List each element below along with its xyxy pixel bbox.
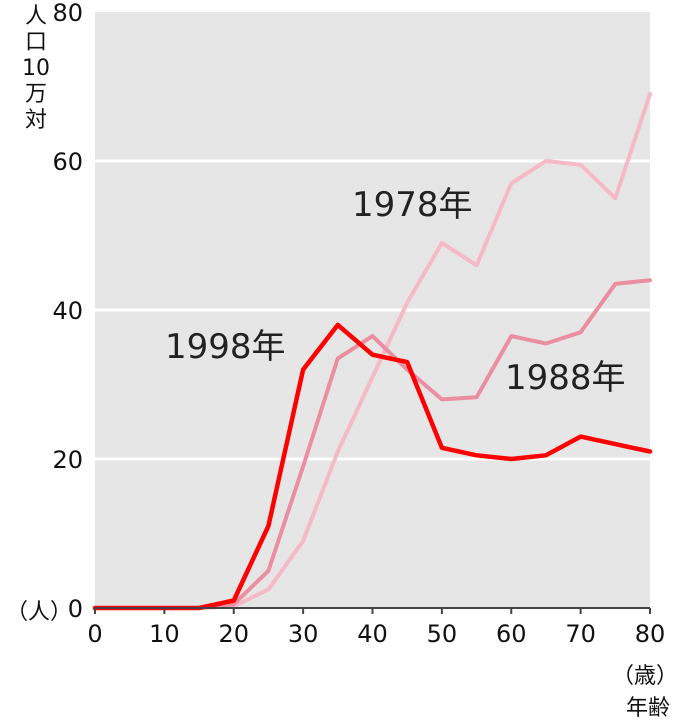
x-tick-label: 70 <box>565 620 596 648</box>
x-tick-label: 20 <box>218 620 249 648</box>
y-tick-label: 40 <box>52 297 83 325</box>
y-tick-label: 60 <box>52 148 83 176</box>
x-tick-label: 60 <box>496 620 527 648</box>
y-axis-label-line: 10 <box>22 56 50 81</box>
x-axis-unit: （歳） <box>612 664 679 689</box>
series-line-1988年 <box>93 278 652 610</box>
axes: 0 10 20 30 40 50 60 70 80 0 20 40 60 80 <box>52 0 665 648</box>
x-tick-label: 50 <box>427 620 458 648</box>
x-axis-label: 年齢 <box>626 696 671 721</box>
y-axis-label-line: 口 <box>24 30 47 55</box>
y-tick-label: 0 <box>68 595 83 623</box>
x-tick-label: 80 <box>635 620 666 648</box>
x-tick-label: 0 <box>87 620 102 648</box>
y-axis-unit: （人） <box>6 600 73 625</box>
x-tick-label: 10 <box>149 620 180 648</box>
y-axis-label-line: 万 <box>24 82 47 107</box>
x-tick-label: 40 <box>357 620 388 648</box>
y-axis-label-line: 対 <box>24 108 47 133</box>
y-axis-label: 人 口 10 万 対 <box>16 4 56 134</box>
series-line-1998年 <box>92 322 653 611</box>
series-labels: 1978年 1988年 1998年 <box>165 185 626 398</box>
series-line-1978年 <box>93 91 652 610</box>
series-label: 1998年 <box>165 327 286 367</box>
series-label: 1988年 <box>505 358 626 398</box>
y-tick-label: 20 <box>52 446 83 474</box>
y-axis-label-line: 人 <box>24 4 47 29</box>
series-label: 1978年 <box>352 185 473 225</box>
y-tick-label: 80 <box>52 0 83 27</box>
x-tick-label: 30 <box>288 620 319 648</box>
series-lines <box>92 91 653 611</box>
